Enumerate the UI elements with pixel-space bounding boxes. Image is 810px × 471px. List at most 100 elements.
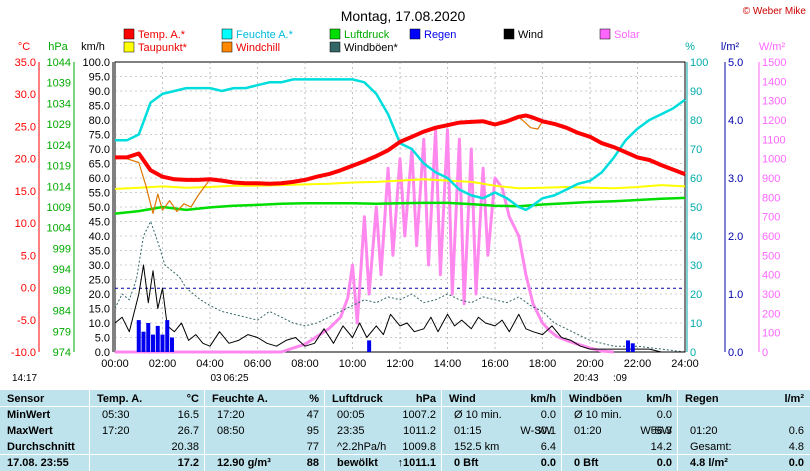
wind-tick-label: 75.0: [89, 130, 110, 142]
table-cell: 08:50: [217, 425, 245, 437]
table-row-divider: [0, 454, 810, 455]
table-cell: 01:20: [690, 425, 718, 437]
rain-bar: [165, 320, 170, 352]
x-tick-label: 12:00: [386, 358, 414, 370]
temp-tick-label: 15.0: [15, 186, 36, 198]
pressure-tick-label: 1044: [47, 57, 71, 69]
table-cell: hPa: [415, 393, 436, 405]
wind-tick-label: 95.0: [89, 72, 110, 84]
x-tick-label: 16:00: [481, 358, 509, 370]
table-cell: Gesamt:: [690, 441, 732, 453]
legend-label: Regen: [424, 29, 456, 41]
table-cell: 1007.2: [402, 409, 436, 421]
legend-label: Windchill: [236, 42, 280, 54]
table-cell: 17.2: [177, 457, 199, 469]
table-cell: °C: [186, 393, 199, 405]
pressure-tick-label: 999: [53, 243, 71, 255]
legend-label: Temp. A.*: [138, 29, 186, 41]
x-tick-label: 14:00: [434, 358, 462, 370]
time-label-left: 14:17: [12, 373, 37, 384]
rain-bar: [626, 340, 630, 352]
wind-tick-label: 85.0: [89, 101, 110, 113]
series-line-taupunkt: [114, 178, 686, 190]
weather-chart: 00:00 02:00 04:00 06:00 08:00 10:00 12:00 14:00…: [11, 6, 807, 384]
legend-swatch: [221, 41, 233, 53]
rain-tick-label: 2.0: [728, 231, 743, 243]
temp-tick-label: 10.0: [15, 218, 36, 230]
table-cell: 0.0: [656, 457, 672, 469]
table-cell: 01:20: [574, 425, 602, 437]
humidity-tick-label: 70: [690, 144, 702, 156]
pressure-tick-label: 984: [53, 306, 71, 318]
wind-unit-label: km/h: [81, 41, 105, 53]
legend-swatch: [329, 28, 341, 40]
rain-bar: [136, 320, 141, 352]
wind-tick-label: 90.0: [89, 86, 110, 98]
table-cell: 4.8 l/m²: [690, 457, 728, 469]
legend-swatch: [123, 28, 135, 40]
wind-tick-label: 0.0: [95, 347, 110, 359]
table-cell: %: [309, 393, 319, 405]
table-cell: 6.4: [540, 441, 556, 453]
table-cell: 95: [306, 425, 319, 437]
rain-unit-label: l/m²: [721, 41, 740, 53]
table-cell: MinWert: [7, 409, 51, 421]
humidity-tick-label: 80: [690, 115, 702, 127]
wind-tick-label: 65.0: [89, 159, 110, 171]
pressure-tick-label: 1039: [47, 78, 71, 90]
wind-tick-label: 70.0: [89, 144, 110, 156]
table-column-divider: [677, 390, 678, 471]
solar-tick-label: 900: [762, 173, 780, 185]
time-label-min: 06:25: [223, 373, 248, 384]
legend-swatch: [503, 28, 515, 40]
legend-swatch: [329, 41, 341, 53]
table-cell: 77: [306, 441, 319, 453]
table-cell: 0 Bft: [574, 457, 599, 469]
wind-tick-label: 80.0: [89, 115, 110, 127]
series-line-feuchte-a: [115, 78, 686, 212]
series-line-temp-a: [115, 113, 686, 186]
table-cell: Luftdruck: [332, 393, 383, 405]
temp-tick-label: 20.0: [15, 154, 36, 166]
pressure-tick-label: 1024: [47, 140, 71, 152]
table-column-divider: [324, 390, 325, 471]
humidity-tick-label: 60: [690, 173, 702, 185]
table-cell: Temp. A.: [97, 393, 143, 405]
x-tick-label: 00:00: [101, 358, 129, 370]
wind-tick-label: 60.0: [89, 173, 110, 185]
table-cell: 23:35: [337, 425, 365, 437]
x-tick-label: 02:00: [149, 358, 177, 370]
table-column-divider: [561, 390, 562, 471]
temp-unit-label: °C: [18, 41, 30, 53]
table-cell: Durchschnitt: [7, 441, 75, 453]
solar-tick-label: 0: [762, 347, 768, 359]
table-cell: 0.6: [788, 425, 804, 437]
table-cell: Sensor: [7, 393, 45, 405]
table-cell: 30.1: [534, 425, 556, 437]
solar-unit-label: W/m²: [759, 41, 786, 53]
legend-label: Feuchte A.*: [236, 29, 294, 41]
chart-legend: Temp. A.* Feuchte A.* Luftdruck Regen Wind So…: [123, 28, 640, 54]
series-line-windb-en: [114, 221, 686, 353]
wind-tick-label: 40.0: [89, 231, 110, 243]
table-cell: 20.38: [171, 441, 199, 453]
chart-axes: 00:00 02:00 04:00 06:00 08:00 10:00 12:00 14:00…: [11, 41, 787, 370]
rain-bar: [630, 343, 635, 352]
x-tick-label: 20:00: [576, 358, 604, 370]
solar-tick-label: 1200: [762, 115, 786, 127]
rain-tick-label: 0.0: [728, 347, 743, 359]
time-label-sunset-b: :09: [613, 373, 627, 384]
table-cell: 16.5: [177, 409, 199, 421]
table-cell: Windböen: [569, 393, 623, 405]
x-tick-label: 10:00: [339, 358, 367, 370]
table-cell: 1011.2: [403, 425, 436, 437]
table-cell: Ø 10 min.: [454, 409, 502, 421]
rain-bar: [170, 337, 174, 352]
solar-tick-label: 1500: [762, 57, 786, 69]
solar-tick-label: 600: [762, 231, 780, 243]
table-cell: 47: [306, 409, 319, 421]
pressure-tick-label: 989: [53, 285, 71, 297]
pressure-tick-label: 1029: [47, 119, 71, 131]
wind-tick-label: 25.0: [89, 275, 110, 287]
pressure-tick-label: 994: [53, 264, 71, 276]
